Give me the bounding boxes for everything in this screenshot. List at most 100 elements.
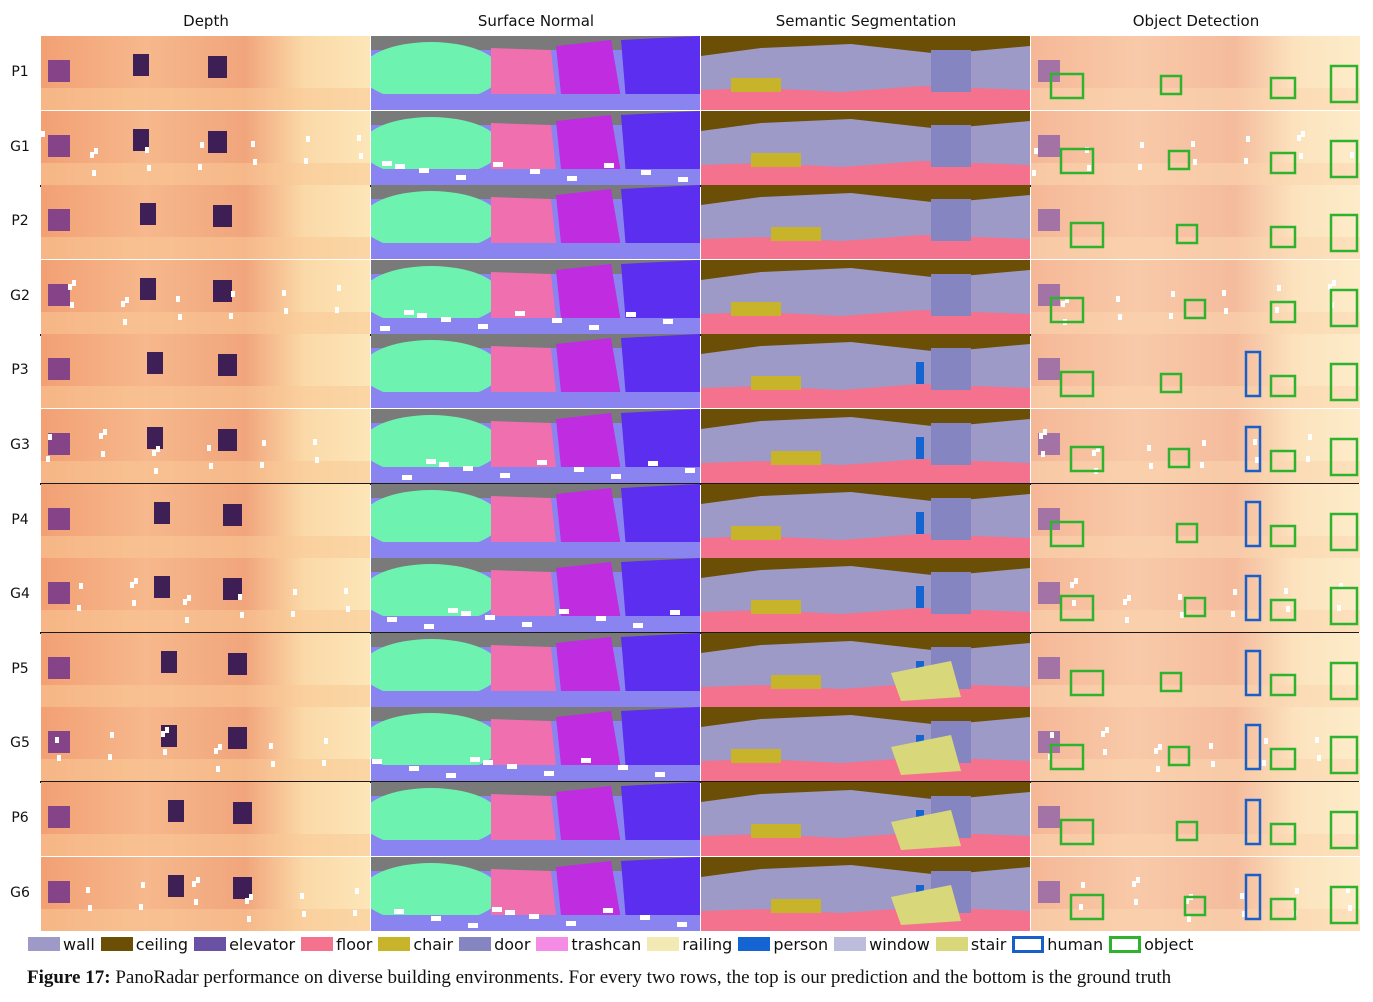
surface-normal-panel-g1 xyxy=(371,110,700,185)
detection-panel-g6 xyxy=(1031,856,1360,931)
row-label-p2: P2 xyxy=(11,213,29,230)
segmentation-panel-p2 xyxy=(701,185,1030,260)
column-header-semantic-segmentation: Semantic Segmentation xyxy=(775,12,957,30)
detection-panel-p2 xyxy=(1031,185,1360,260)
row-label-g2: G2 xyxy=(10,287,30,304)
detection-panel-p1 xyxy=(1031,36,1360,110)
segmentation-panel-p5 xyxy=(701,632,1030,707)
row-label-g3: G3 xyxy=(10,437,30,453)
legend-item-door: door xyxy=(459,935,530,954)
segmentation-panel-p6 xyxy=(701,782,1030,856)
figure-caption: Figure 17: PanoRadar performance on dive… xyxy=(27,967,1367,989)
caption-text: PanoRadar performance on diverse buildin… xyxy=(110,967,1172,988)
segmentation-panel-g5 xyxy=(701,707,1030,782)
caption-label: Figure 17: xyxy=(27,967,111,988)
legend-swatch-object xyxy=(1109,935,1142,953)
column-header-depth: Depth xyxy=(183,12,229,30)
surface-normal-panel-p1 xyxy=(371,36,700,110)
legend: wall ceiling elevator floor chair door trashca… xyxy=(28,933,1199,955)
legend-swatch-floor xyxy=(301,937,334,951)
detection-panel-p6 xyxy=(1031,782,1360,856)
legend-label-stair: stair xyxy=(970,934,1007,954)
segmentation-panel-p4 xyxy=(701,483,1030,558)
legend-label-ceiling: ceiling xyxy=(135,934,189,954)
legend-swatch-railing xyxy=(647,937,680,951)
depth-panel-g5 xyxy=(41,707,370,782)
row-label-p3: P3 xyxy=(11,362,29,379)
segmentation-panel-g2 xyxy=(701,259,1030,334)
surface-normal-panel-p2 xyxy=(371,185,700,260)
surface-normal-panel-g5 xyxy=(371,707,700,782)
segmentation-panel-g1 xyxy=(701,110,1030,185)
row-label-p6: P6 xyxy=(11,810,29,826)
legend-label-elevator: elevator xyxy=(229,934,296,954)
segmentation-panel-g6 xyxy=(701,856,1030,931)
depth-panel-g1 xyxy=(41,110,370,185)
row-label-p1: P1 xyxy=(11,64,29,80)
depth-panel-p1 xyxy=(41,36,370,110)
row-label-p4: P4 xyxy=(11,511,29,528)
depth-panel-p3 xyxy=(41,334,370,409)
depth-panel-p5 xyxy=(41,632,370,707)
legend-item-wall: wall xyxy=(28,935,95,954)
legend-item-elevator: elevator xyxy=(194,935,295,954)
detection-panel-g5 xyxy=(1031,707,1360,782)
surface-normal-panel-p4 xyxy=(371,483,700,558)
legend-swatch-elevator xyxy=(194,937,227,951)
segmentation-panel-g4 xyxy=(701,558,1030,633)
segmentation-panel-p1 xyxy=(701,36,1030,110)
detection-panel-p5 xyxy=(1031,632,1360,707)
row-label-g4: G4 xyxy=(10,586,30,603)
legend-item-person: person xyxy=(738,935,828,954)
segmentation-panel-g3 xyxy=(701,409,1030,483)
legend-label-railing: railing xyxy=(682,934,733,954)
surface-normal-panel-g2 xyxy=(371,259,700,334)
detection-panel-g4 xyxy=(1031,558,1360,633)
detection-panel-g1 xyxy=(1031,110,1360,185)
legend-item-window: window xyxy=(834,935,930,954)
legend-swatch-chair xyxy=(378,937,411,951)
legend-label-door: door xyxy=(494,934,531,954)
legend-swatch-person xyxy=(738,937,771,951)
legend-label-person: person xyxy=(773,934,829,954)
legend-item-railing: railing xyxy=(647,935,732,954)
detection-panel-p4 xyxy=(1031,483,1360,558)
legend-swatch-door xyxy=(459,937,492,951)
column-header-surface-normal: Surface Normal xyxy=(477,12,595,30)
surface-normal-panel-p3 xyxy=(371,334,700,409)
detection-panel-g3 xyxy=(1031,409,1360,483)
surface-normal-panel-g6 xyxy=(371,856,700,931)
depth-panel-g6 xyxy=(41,856,370,931)
legend-swatch-ceiling xyxy=(100,937,133,951)
legend-item-floor: floor xyxy=(301,935,372,954)
legend-label-window: window xyxy=(869,934,930,954)
legend-item-object: object xyxy=(1109,935,1193,954)
legend-item-ceiling: ceiling xyxy=(100,934,189,954)
legend-label-human: human xyxy=(1047,934,1104,954)
row-label-p5: P5 xyxy=(11,660,29,677)
legend-label-trashcan: trashcan xyxy=(571,934,642,954)
legend-item-chair: chair xyxy=(378,935,453,954)
depth-panel-p4 xyxy=(41,483,370,558)
legend-swatch-trashcan xyxy=(536,937,569,951)
legend-swatch-human xyxy=(1012,935,1045,953)
legend-label-wall: wall xyxy=(63,934,95,954)
detection-panel-g2 xyxy=(1031,259,1360,334)
legend-item-stair: stair xyxy=(935,934,1007,954)
segmentation-panel-p3 xyxy=(701,334,1030,409)
legend-swatch-window xyxy=(834,937,867,951)
column-header-object-detection: Object Detection xyxy=(1132,12,1260,30)
legend-item-trashcan: trashcan xyxy=(536,935,641,954)
row-label-g6: G6 xyxy=(10,884,30,901)
legend-swatch-stair xyxy=(935,937,968,951)
surface-normal-panel-g3 xyxy=(371,409,700,483)
legend-label-object: object xyxy=(1144,934,1194,954)
depth-panel-g2 xyxy=(41,259,370,334)
row-label-g5: G5 xyxy=(10,735,30,752)
depth-panel-p6 xyxy=(41,782,370,856)
detection-panel-p3 xyxy=(1031,334,1360,409)
legend-label-chair: chair xyxy=(413,934,454,954)
row-label-g1: G1 xyxy=(10,138,30,155)
surface-normal-panel-g4 xyxy=(371,558,700,633)
